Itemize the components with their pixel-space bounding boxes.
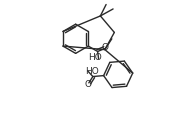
Text: HO: HO	[85, 66, 99, 76]
Text: HO: HO	[89, 53, 102, 62]
Text: O: O	[84, 80, 91, 89]
Text: O: O	[101, 43, 108, 52]
